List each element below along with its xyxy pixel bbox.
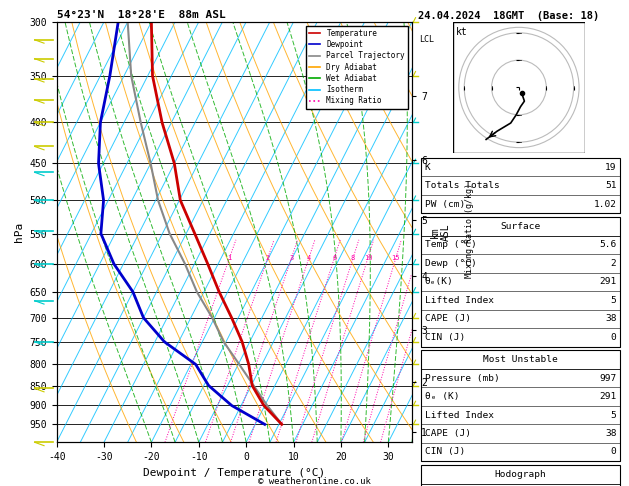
Text: 38: 38 <box>605 429 616 438</box>
Text: Lifted Index: Lifted Index <box>425 411 494 419</box>
Text: 5: 5 <box>611 296 616 305</box>
Text: CIN (J): CIN (J) <box>425 333 465 342</box>
Legend: Temperature, Dewpoint, Parcel Trajectory, Dry Adiabat, Wet Adiabat, Isotherm, Mi: Temperature, Dewpoint, Parcel Trajectory… <box>306 26 408 108</box>
Text: 5: 5 <box>611 411 616 419</box>
Text: 2: 2 <box>265 255 270 261</box>
Text: 3: 3 <box>289 255 294 261</box>
Text: Dewp (°C): Dewp (°C) <box>425 259 476 268</box>
Text: 291: 291 <box>599 278 616 286</box>
Text: CIN (J): CIN (J) <box>425 448 465 456</box>
Text: Surface: Surface <box>501 222 540 231</box>
Text: Hodograph: Hodograph <box>494 470 547 479</box>
Text: θₑ (K): θₑ (K) <box>425 392 459 401</box>
Text: Temp (°C): Temp (°C) <box>425 241 476 249</box>
Text: 0: 0 <box>611 333 616 342</box>
Text: 0: 0 <box>611 448 616 456</box>
Text: 8: 8 <box>351 255 355 261</box>
Text: CAPE (J): CAPE (J) <box>425 429 470 438</box>
Text: 15: 15 <box>392 255 400 261</box>
Text: 6: 6 <box>332 255 337 261</box>
Text: 997: 997 <box>599 374 616 382</box>
Text: Mixing Ratio (g/kg): Mixing Ratio (g/kg) <box>465 183 474 278</box>
Text: 2: 2 <box>611 259 616 268</box>
Text: CAPE (J): CAPE (J) <box>425 314 470 323</box>
Text: Most Unstable: Most Unstable <box>483 355 558 364</box>
Y-axis label: hPa: hPa <box>14 222 24 242</box>
Text: 10: 10 <box>364 255 372 261</box>
Text: kt: kt <box>456 27 468 37</box>
Text: θₑ(K): θₑ(K) <box>425 278 454 286</box>
Text: PW (cm): PW (cm) <box>425 200 465 208</box>
Text: LCL: LCL <box>419 35 434 44</box>
Text: © weatheronline.co.uk: © weatheronline.co.uk <box>258 477 371 486</box>
Text: 24.04.2024  18GMT  (Base: 18): 24.04.2024 18GMT (Base: 18) <box>418 11 599 21</box>
Text: 1.02: 1.02 <box>593 200 616 208</box>
Text: K: K <box>425 163 430 172</box>
Bar <box>454 22 584 153</box>
Text: 38: 38 <box>605 314 616 323</box>
Text: Totals Totals: Totals Totals <box>425 181 499 190</box>
Text: 5.6: 5.6 <box>599 241 616 249</box>
Text: Pressure (mb): Pressure (mb) <box>425 374 499 382</box>
Text: Lifted Index: Lifted Index <box>425 296 494 305</box>
Text: 1: 1 <box>227 255 231 261</box>
Text: 4: 4 <box>307 255 311 261</box>
Y-axis label: km
ASL: km ASL <box>430 223 451 241</box>
Text: 51: 51 <box>605 181 616 190</box>
Text: 19: 19 <box>605 163 616 172</box>
X-axis label: Dewpoint / Temperature (°C): Dewpoint / Temperature (°C) <box>143 468 325 478</box>
Text: 54°23'N  18°28'E  88m ASL: 54°23'N 18°28'E 88m ASL <box>57 10 225 20</box>
Text: 291: 291 <box>599 392 616 401</box>
